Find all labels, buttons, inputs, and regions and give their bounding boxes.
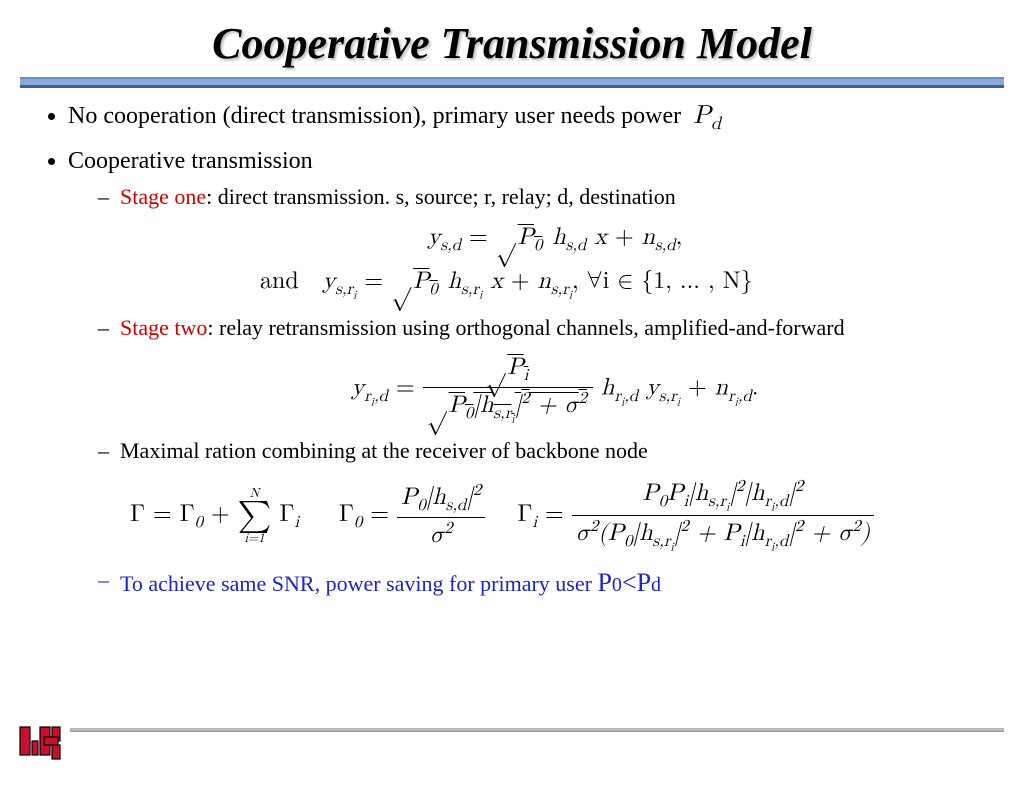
snr-inequality: P0<Pd (597, 568, 661, 597)
bullet1-text: No cooperation (direct transmission), pr… (68, 103, 681, 129)
equation-ysd: ys,d = P0 hs,d x + ns,d, (120, 222, 990, 257)
title-underline (20, 77, 1004, 88)
bullet-cooperative: Cooperative transmission Stage one: dire… (68, 146, 990, 600)
stage-two-item: Stage two: relay retransmission using or… (98, 314, 990, 428)
slide-title: Cooperative Transmission Model (0, 18, 1024, 69)
symbol-pd: Pd (693, 103, 721, 129)
bullet-no-cooperation: No cooperation (direct transmission), pr… (68, 100, 990, 136)
stage-two-text: : relay retransmission using orthogonal … (207, 315, 844, 340)
mrc-item: Maximal ration combining at the receiver… (98, 437, 990, 555)
stage-one-text: : direct transmission. s, source; r, rel… (206, 184, 676, 209)
equation-ysri: and ys,ri = P0 hs,ri x + ns,ri, ∀i ∈ {1,… (120, 266, 990, 303)
equation-yrid: yri,d = Pi P0|hs,ri|2 + σ2 hri,d ys,ri +… (120, 352, 990, 427)
equation-gamma: Γ = Γ0 + N ∑ i=1 Γi Γ0 = P0|hs,d|2 σ2 (120, 476, 990, 556)
and-label: and (260, 269, 299, 293)
snr-item: To achieve same SNR, power saving for pr… (98, 566, 990, 600)
bullet2-text: Cooperative transmission (68, 148, 313, 174)
stage-two-label: Stage two (120, 315, 207, 340)
content-area: No cooperation (direct transmission), pr… (0, 100, 1024, 600)
footer-rule (70, 728, 1004, 732)
uh-logo-icon (18, 723, 62, 768)
stage-one-item: Stage one: direct transmission. s, sourc… (98, 183, 990, 304)
mrc-text: Maximal ration combining at the receiver… (120, 438, 648, 463)
snr-text: To achieve same SNR, power saving for pr… (120, 571, 597, 596)
stage-one-label: Stage one (120, 184, 206, 209)
